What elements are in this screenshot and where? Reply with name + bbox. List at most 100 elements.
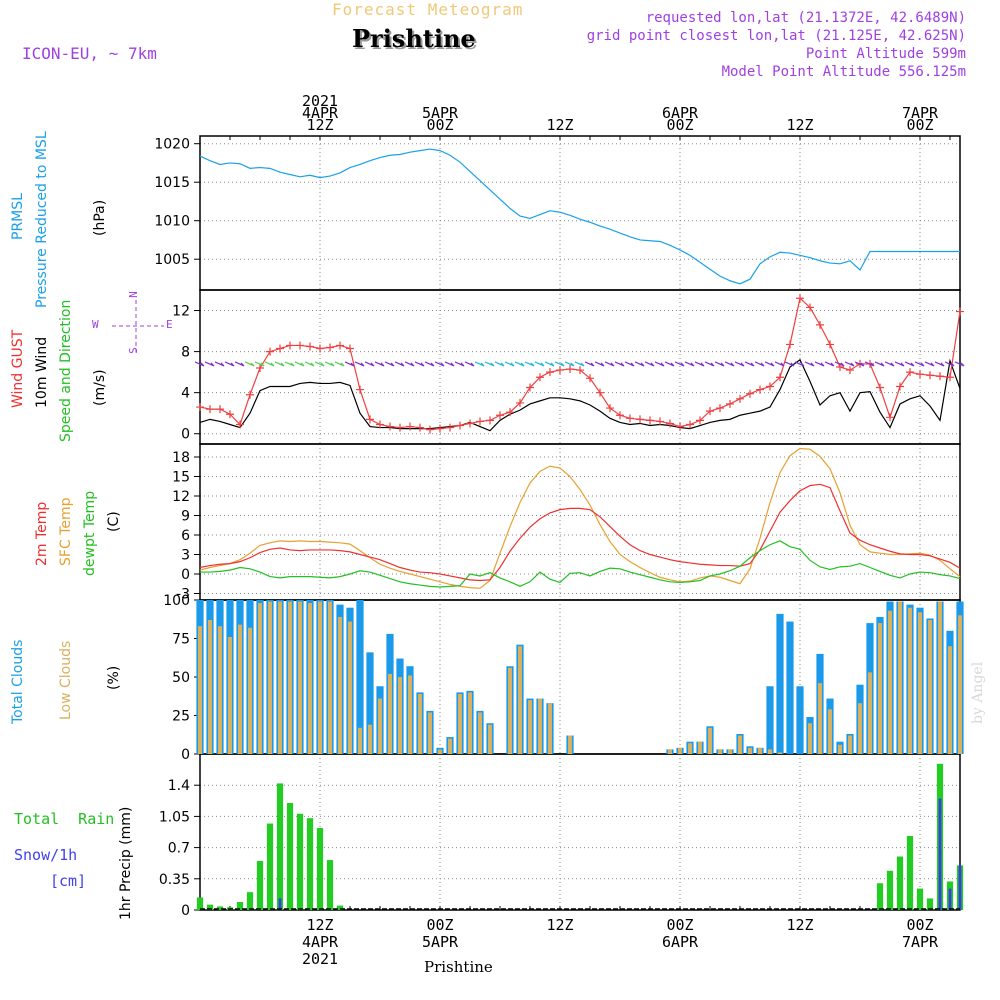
- wind-direction-arrow: [274, 361, 285, 367]
- snow-bar: [948, 888, 952, 910]
- gust-marker: [476, 417, 484, 426]
- time-label-bottom: 6APR: [662, 933, 699, 951]
- low-cloud-bar: [678, 747, 682, 754]
- rain-bar: [276, 783, 284, 910]
- low-cloud-bar: [698, 741, 702, 754]
- gust-marker: [646, 416, 654, 425]
- wind-direction-arrow: [524, 361, 535, 367]
- y-tick-label: 1010: [154, 214, 190, 230]
- y-tick-label: 1005: [154, 252, 190, 268]
- y-tick-label: -3: [176, 587, 190, 603]
- low-cloud-bar: [508, 667, 512, 754]
- compass-west: W: [92, 318, 99, 331]
- low-cloud-bar: [668, 749, 672, 754]
- y-tick-label: 0: [181, 903, 190, 919]
- wind-direction-arrow: [654, 361, 665, 367]
- gust-marker: [776, 373, 784, 382]
- low-cloud-bar: [278, 601, 282, 754]
- low-cloud-bar: [728, 749, 732, 754]
- compass-east: E: [166, 318, 173, 331]
- panel-frame: [199, 135, 961, 291]
- wind-direction-arrow: [384, 361, 395, 367]
- gust-marker: [936, 372, 944, 381]
- gust-marker: [636, 415, 644, 424]
- wind-direction-arrow: [284, 361, 295, 367]
- low-cloud-bar: [708, 727, 712, 754]
- wind-direction-arrow: [774, 361, 785, 367]
- rain-bar: [316, 827, 324, 910]
- gust-marker: [516, 398, 524, 407]
- wind-direction-arrow: [204, 361, 215, 367]
- wind-direction-arrow: [954, 361, 965, 367]
- low-cloud-bar: [258, 603, 262, 754]
- wind-direction-arrow: [764, 361, 775, 367]
- wind-direction-arrow: [864, 361, 875, 367]
- wind-direction-arrow: [814, 361, 825, 367]
- wind-direction-arrow: [584, 361, 595, 367]
- station-title: Prishtine: [352, 24, 476, 53]
- time-label-top: 12Z: [306, 116, 333, 134]
- wind-direction-arrow: [724, 361, 735, 367]
- time-label-bottom: 12Z: [786, 916, 813, 934]
- gust-marker: [616, 411, 624, 420]
- wind-direction-arrow: [514, 361, 525, 367]
- gust-marker: [626, 414, 634, 423]
- gust-marker: [386, 422, 394, 431]
- low-cloud-bar: [778, 752, 782, 754]
- model-label: ICON-EU, ~ 7km: [22, 44, 157, 63]
- rain-bar: [916, 888, 924, 910]
- low-cloud-bar: [868, 672, 872, 754]
- requested-coords: requested lon,lat (21.1372E, 42.6489N): [645, 10, 966, 26]
- gust-marker: [436, 424, 444, 433]
- low-cloud-bar: [528, 700, 532, 754]
- gust-marker: [446, 423, 454, 432]
- wind-direction-arrow: [364, 361, 375, 367]
- wind-direction-arrow: [824, 361, 835, 367]
- rain-bar: [236, 901, 244, 910]
- wind-direction-arrow: [354, 361, 365, 367]
- gust-marker: [246, 390, 254, 399]
- gust-marker: [396, 423, 404, 432]
- time-label-top: 00Z: [906, 116, 933, 134]
- y-tick-label: 75: [172, 632, 190, 648]
- wind-direction-arrow: [834, 361, 845, 367]
- low-cloud-bar: [238, 624, 242, 754]
- gust-marker: [496, 411, 504, 420]
- low-cloud-bar: [318, 601, 322, 754]
- gust-marker: [286, 341, 294, 350]
- y-tick-label: 12: [172, 304, 190, 320]
- gust-marker: [276, 344, 284, 353]
- total-cloud-bar: [786, 621, 794, 754]
- low-cloud-bar: [448, 738, 452, 754]
- low-cloud-bar: [408, 675, 412, 754]
- low-cloud-bar: [308, 603, 312, 754]
- wind-direction-arrow: [464, 361, 475, 367]
- gust-marker: [806, 303, 814, 312]
- gust-marker: [426, 425, 434, 434]
- wind-direction-arrow: [494, 361, 505, 367]
- low-cloud-bar: [828, 709, 832, 754]
- wind-direction-arrow: [784, 361, 795, 367]
- gust-marker: [906, 368, 914, 377]
- rain-bar: [876, 883, 884, 910]
- low-cloud-bar: [398, 677, 402, 754]
- wind-direction-arrow: [944, 361, 955, 367]
- wind-direction-arrow: [844, 361, 855, 367]
- wind-direction-arrow: [414, 361, 425, 367]
- gust-marker: [586, 374, 594, 383]
- y-tick-label: 0: [181, 567, 190, 583]
- gust-marker: [726, 399, 734, 408]
- time-label-top: 2021: [302, 92, 338, 110]
- y-tick-label: 0: [181, 427, 190, 443]
- rain-bar: [286, 803, 294, 910]
- low-cloud-bar: [538, 698, 542, 754]
- wind-direction-arrow: [424, 361, 435, 367]
- total-cloud-bar: [796, 686, 804, 754]
- gust-marker: [266, 347, 274, 356]
- low-cloud-bar: [758, 747, 762, 754]
- wind-direction-arrow: [714, 361, 725, 367]
- wind-direction-arrow: [314, 361, 325, 367]
- gust-marker: [956, 307, 964, 316]
- rain-bar: [296, 813, 304, 910]
